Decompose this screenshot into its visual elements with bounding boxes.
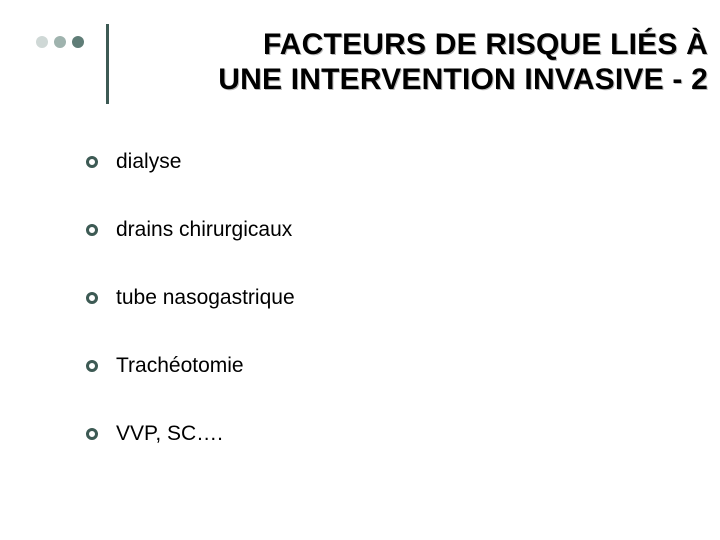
list-item-text: drains chirurgicaux (116, 218, 292, 242)
bullet-icon (86, 156, 98, 168)
title-front: FACTEURS DE RISQUE LIÉS À UNE INTERVENTI… (120, 28, 708, 97)
bullet-icon (86, 224, 98, 236)
list-item-text: Trachéotomie (116, 354, 244, 378)
list-item-text: VVP, SC…. (116, 422, 223, 446)
vertical-rule (106, 24, 109, 104)
list-item: tube nasogastrique (86, 286, 680, 310)
bullet-icon (86, 360, 98, 372)
bullet-icon (86, 428, 98, 440)
dot-mid (54, 36, 66, 48)
list-item-text: tube nasogastrique (116, 286, 295, 310)
bullet-icon (86, 292, 98, 304)
decor-dots (36, 36, 84, 48)
dot-dark (72, 36, 84, 48)
dot-light (36, 36, 48, 48)
list-item: drains chirurgicaux (86, 218, 680, 242)
title-line2: UNE INTERVENTION INVASIVE - 2 (218, 63, 708, 96)
title-line1: FACTEURS DE RISQUE LIÉS À (263, 28, 708, 61)
list-item: Trachéotomie (86, 354, 680, 378)
list-item: VVP, SC…. (86, 422, 680, 446)
bullet-list: dialyse drains chirurgicaux tube nasogas… (86, 150, 680, 490)
slide-title: FACTEURS DE RISQUE LIÉS À UNE INTERVENTI… (120, 28, 708, 97)
slide: FACTEURS DE RISQUE LIÉS À UNE INTERVENTI… (0, 0, 720, 540)
list-item-text: dialyse (116, 150, 181, 174)
list-item: dialyse (86, 150, 680, 174)
